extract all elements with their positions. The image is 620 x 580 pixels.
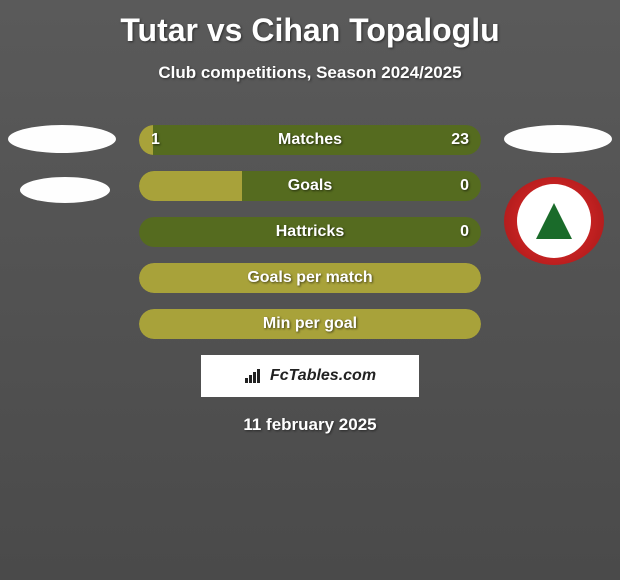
left-badge-2 [20,177,110,203]
watermark-text: FcTables.com [270,367,376,385]
stat-bars: 1 Matches 23 Goals 0 Hattricks 0 Goals p… [139,125,481,339]
right-player-badges [504,125,612,265]
chart-icon [244,368,264,384]
stat-label: Goals per match [139,263,481,293]
left-badge-1 [8,125,116,153]
stat-row-hattricks: Hattricks 0 [139,217,481,247]
comparison-chart: 1 Matches 23 Goals 0 Hattricks 0 Goals p… [0,125,620,397]
right-badge-1 [504,125,612,153]
club-badge-inner [517,184,591,258]
right-club-badge [504,177,604,265]
left-player-badges [8,125,116,227]
stat-right-value: 0 [460,171,469,201]
tree-icon [536,203,572,239]
page-title: Tutar vs Cihan Topaloglu [0,0,620,49]
stat-label: Goals [139,171,481,201]
watermark: FcTables.com [201,355,419,397]
stat-label: Hattricks [139,217,481,247]
stat-row-matches: 1 Matches 23 [139,125,481,155]
stat-row-goals-per-match: Goals per match [139,263,481,293]
stat-row-min-per-goal: Min per goal [139,309,481,339]
stat-right-value: 23 [451,125,469,155]
date: 11 february 2025 [0,415,620,435]
subtitle: Club competitions, Season 2024/2025 [0,63,620,83]
stat-label: Min per goal [139,309,481,339]
stat-right-value: 0 [460,217,469,247]
stat-label: Matches [139,125,481,155]
stat-row-goals: Goals 0 [139,171,481,201]
